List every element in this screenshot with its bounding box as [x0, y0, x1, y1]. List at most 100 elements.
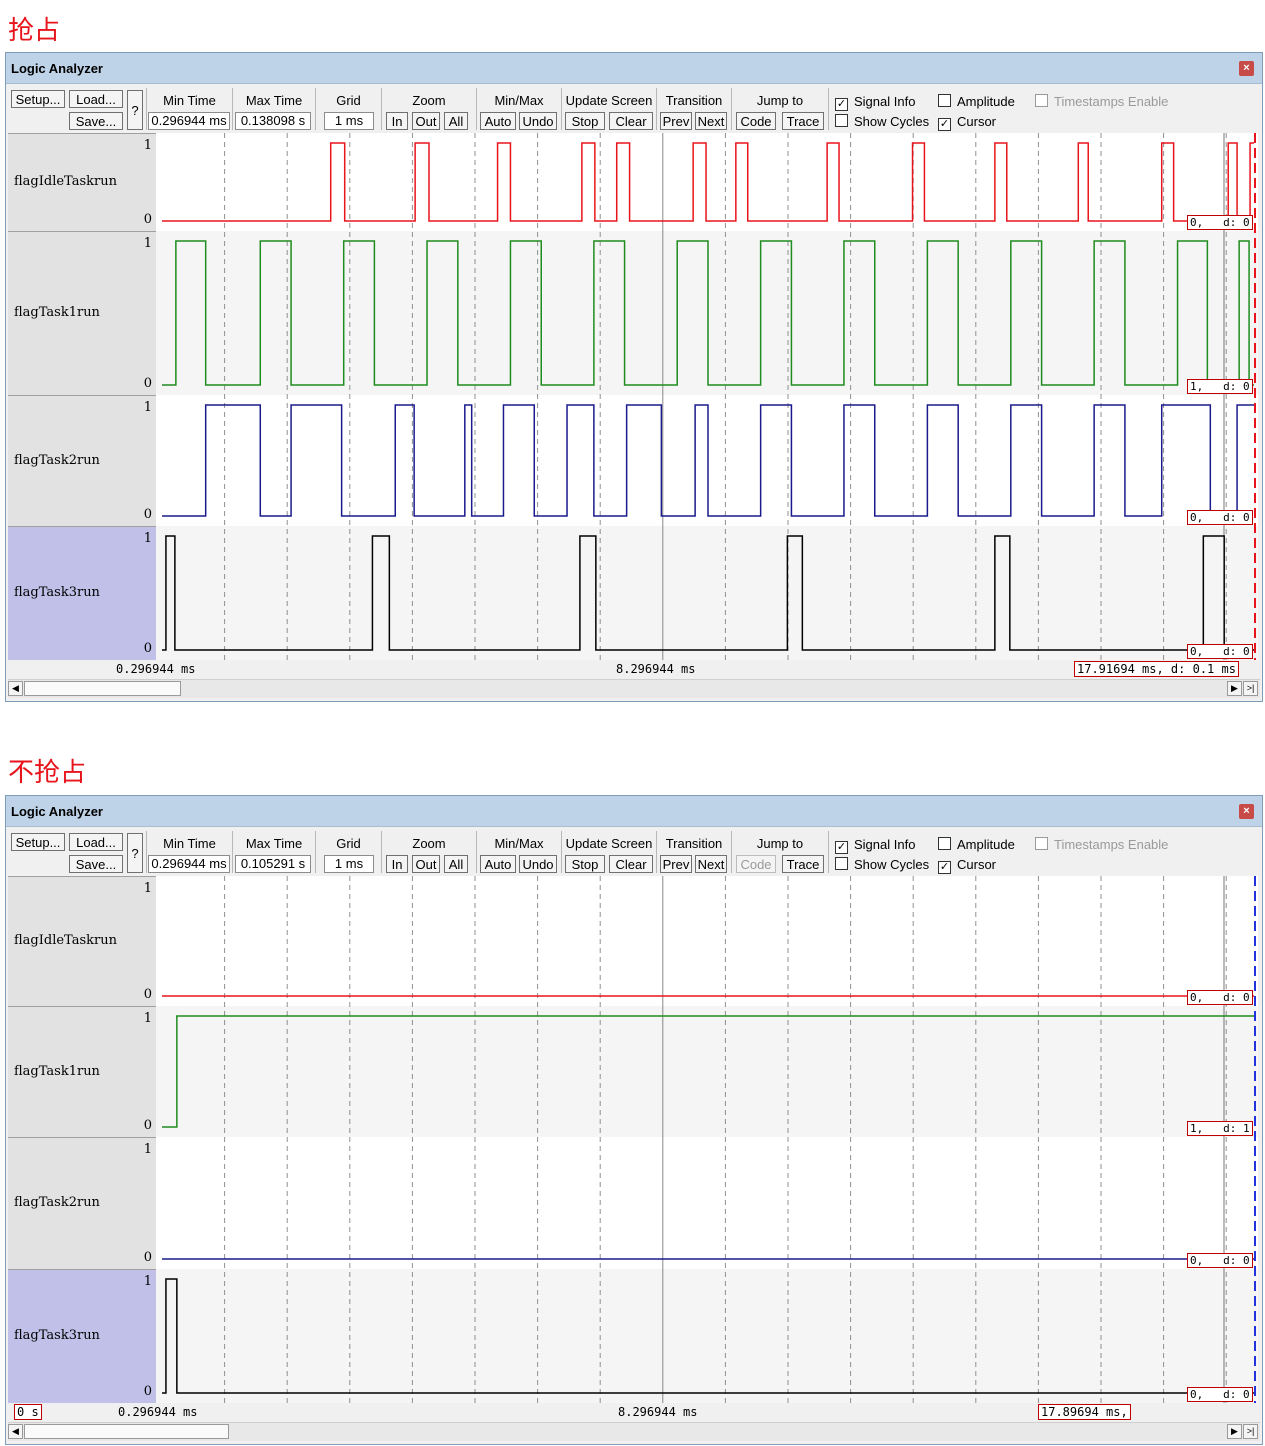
- clear-button[interactable]: Clear: [609, 855, 653, 873]
- signal-high-value: 1: [143, 1011, 152, 1026]
- minmax-undo-button[interactable]: Undo: [519, 855, 557, 873]
- scroll-right-arrow-icon[interactable]: ▶: [1227, 681, 1242, 696]
- load-button[interactable]: Load...: [69, 90, 123, 108]
- transition-group: Transition Prev Next: [657, 88, 732, 130]
- signal-high-value: 1: [143, 881, 152, 896]
- clear-button[interactable]: Clear: [609, 112, 653, 130]
- scroll-thumb[interactable]: [24, 681, 181, 696]
- signal-low-value: 0: [143, 1384, 152, 1399]
- minmax-undo-button[interactable]: Undo: [519, 112, 557, 130]
- signal-name-label: flagTask1run: [14, 1063, 100, 1079]
- scroll-left-arrow-icon[interactable]: ◀: [8, 1424, 23, 1439]
- title-bar: Logic Analyzer ×: [6, 796, 1262, 827]
- timestamps-label: Timestamps Enable: [1054, 94, 1169, 109]
- close-icon[interactable]: ×: [1239, 61, 1254, 76]
- jump-trace-button[interactable]: Trace: [782, 855, 824, 873]
- cursor-checkbox[interactable]: ✓ Cursor: [938, 114, 996, 131]
- setup-button[interactable]: Setup...: [11, 833, 65, 851]
- timestamps-enable-checkbox[interactable]: Timestamps Enable: [1035, 94, 1168, 109]
- jump-trace-button[interactable]: Trace: [782, 112, 824, 130]
- signal-row-background: [156, 1006, 1258, 1137]
- scroll-right-arrow-icon[interactable]: ▶: [1227, 1424, 1242, 1439]
- prev-button[interactable]: Prev: [660, 855, 692, 873]
- zoom-in-button[interactable]: In: [386, 112, 408, 130]
- horizontal-scrollbar[interactable]: ◀ ▶ >|: [8, 679, 1260, 698]
- title-bar: Logic Analyzer ×: [6, 53, 1262, 84]
- next-button[interactable]: Next: [695, 855, 727, 873]
- signal-low-value: 0: [143, 376, 152, 391]
- help-button[interactable]: ?: [127, 833, 143, 873]
- scroll-end-icon[interactable]: >|: [1243, 681, 1258, 696]
- zoom-all-button[interactable]: All: [444, 112, 468, 130]
- close-icon[interactable]: ×: [1239, 804, 1254, 819]
- scroll-end-icon[interactable]: >|: [1243, 1424, 1258, 1439]
- signal-name-label: flagTask2run: [14, 452, 100, 468]
- signal-name-label: flagIdleTaskrun: [14, 174, 117, 189]
- signal-high-value: 1: [143, 1274, 152, 1289]
- signal-high-value: 1: [143, 236, 152, 251]
- setup-button[interactable]: Setup...: [11, 90, 65, 108]
- min-time-group: Min Time 0.296944 ms: [147, 88, 233, 130]
- show-cycles-label: Show Cycles: [854, 114, 930, 129]
- waveform-area[interactable]: [156, 876, 1258, 1403]
- show-cycles-checkbox[interactable]: Show Cycles: [835, 857, 929, 872]
- minmax-label: Min/Max: [494, 836, 544, 851]
- signal-value-readout: 0, d: 0: [1187, 1253, 1253, 1268]
- signal-waveform: [162, 404, 1254, 517]
- minmax-label: Min/Max: [494, 93, 544, 108]
- signal-row-background: [156, 133, 1258, 231]
- zoom-label: Zoom: [412, 93, 446, 108]
- signal-name-cell[interactable]: flagTask3run 1 0: [8, 526, 156, 660]
- zoom-out-button[interactable]: Out: [412, 112, 440, 130]
- max-time-value: 0.138098 s: [235, 112, 311, 130]
- scroll-thumb[interactable]: [24, 1424, 229, 1439]
- jump-code-button[interactable]: Code: [736, 855, 776, 873]
- signal-name-cell[interactable]: flagTask1run 1 0: [8, 1006, 156, 1137]
- timestamps-enable-checkbox[interactable]: Timestamps Enable: [1035, 837, 1168, 852]
- signal-name-cell[interactable]: flagTask2run 1 0: [8, 395, 156, 526]
- amplitude-check-icon: [938, 94, 951, 107]
- grid-group: Grid 1 ms: [316, 831, 382, 873]
- time-axis: 0 s 0.296944 ms 8.296944 ms 17.89694 ms,: [6, 1403, 1262, 1421]
- signal-info-checkbox[interactable]: ✓ Signal Info: [835, 837, 915, 854]
- scroll-left-arrow-icon[interactable]: ◀: [8, 681, 23, 696]
- amplitude-checkbox[interactable]: Amplitude: [938, 94, 1015, 109]
- amplitude-checkbox[interactable]: Amplitude: [938, 837, 1015, 852]
- signal-name-cell[interactable]: flagTask3run 1 0: [8, 1269, 156, 1403]
- min-time-label: Min Time: [163, 836, 216, 851]
- time-axis-start-label: 0.296944 ms: [118, 1405, 198, 1419]
- signal-row-background: [156, 231, 1258, 395]
- min-time-group: Min Time 0.296944 ms: [147, 831, 233, 873]
- signal-value-readout: 0, d: 0: [1187, 510, 1253, 525]
- horizontal-scrollbar[interactable]: ◀ ▶ >|: [8, 1422, 1260, 1441]
- signal-name-cell[interactable]: flagTask1run 1 0: [8, 231, 156, 395]
- signal-waveform: [162, 142, 1254, 222]
- minmax-auto-button[interactable]: Auto: [480, 855, 516, 873]
- signal-name-cell[interactable]: flagIdleTaskrun 1 0: [8, 876, 156, 1006]
- next-button[interactable]: Next: [695, 112, 727, 130]
- prev-button[interactable]: Prev: [660, 112, 692, 130]
- cursor-label: Cursor: [957, 114, 997, 129]
- signal-name-cell[interactable]: flagTask2run 1 0: [8, 1137, 156, 1269]
- min-time-label: Min Time: [163, 93, 216, 108]
- cursor-checkbox[interactable]: ✓ Cursor: [938, 857, 996, 874]
- load-button[interactable]: Load...: [69, 833, 123, 851]
- help-button[interactable]: ?: [127, 90, 143, 130]
- zoom-group: Zoom In Out All: [382, 831, 477, 873]
- zoom-in-button[interactable]: In: [386, 855, 408, 873]
- minmax-auto-button[interactable]: Auto: [480, 112, 516, 130]
- zoom-all-button[interactable]: All: [444, 855, 468, 873]
- stop-button[interactable]: Stop: [565, 112, 605, 130]
- max-time-group: Max Time 0.138098 s: [233, 88, 316, 130]
- jump-code-button[interactable]: Code: [736, 112, 776, 130]
- save-button[interactable]: Save...: [69, 855, 123, 873]
- signal-name-cell[interactable]: flagIdleTaskrun 1 0: [8, 133, 156, 231]
- waveform-area[interactable]: [156, 133, 1258, 660]
- stop-button[interactable]: Stop: [565, 855, 605, 873]
- grid-label: Grid: [336, 93, 361, 108]
- zoom-out-button[interactable]: Out: [412, 855, 440, 873]
- transition-label: Transition: [665, 93, 723, 108]
- show-cycles-checkbox[interactable]: Show Cycles: [835, 114, 929, 129]
- save-button[interactable]: Save...: [69, 112, 123, 130]
- signal-info-checkbox[interactable]: ✓ Signal Info: [835, 94, 915, 111]
